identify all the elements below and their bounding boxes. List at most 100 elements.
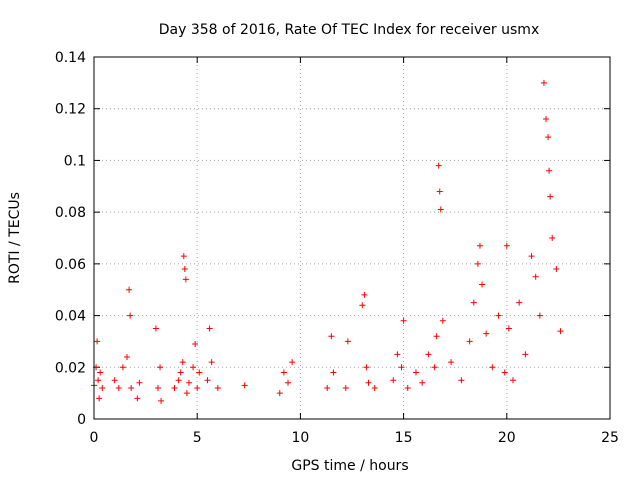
x-tick-label: 25 [601, 430, 619, 446]
data-point [483, 330, 490, 337]
data-point [398, 364, 405, 371]
data-point [557, 328, 564, 335]
data-point [437, 206, 444, 213]
data-point [285, 379, 292, 386]
data-point [342, 384, 349, 391]
data-point [431, 364, 438, 371]
data-point [136, 379, 143, 386]
y-tick-label: 0.08 [55, 205, 86, 221]
data-point [543, 116, 550, 123]
data-point [549, 235, 556, 241]
y-tick-label: 0.04 [55, 309, 86, 325]
data-point [474, 260, 481, 267]
data-point [119, 364, 126, 371]
data-points [91, 79, 564, 404]
data-point [425, 351, 432, 358]
y-tick-label: 0.12 [55, 102, 86, 118]
data-point [479, 281, 486, 288]
data-point [154, 384, 161, 391]
data-point [183, 390, 190, 397]
y-tick-label: 0.1 [64, 153, 86, 169]
data-point [476, 242, 483, 249]
data-point [365, 379, 372, 386]
data-point [126, 286, 133, 293]
data-point [95, 377, 102, 384]
data-point [192, 341, 199, 348]
data-point [404, 384, 411, 391]
data-point [439, 317, 446, 324]
data-point [152, 325, 159, 332]
data-point [289, 359, 296, 366]
data-point [158, 397, 165, 404]
x-tick-label: 10 [291, 430, 309, 446]
data-point [96, 395, 103, 402]
y-tick-label: 0.14 [55, 50, 86, 66]
data-point [501, 369, 508, 376]
y-tick-label: 0.06 [55, 257, 86, 273]
y-tick-label: 0 [77, 412, 86, 428]
data-point [532, 273, 539, 280]
data-point [436, 188, 443, 195]
data-point [495, 312, 502, 319]
data-point [196, 369, 203, 376]
data-point [182, 276, 189, 283]
x-tick-label: 0 [90, 430, 99, 446]
x-axis-label: GPS time / hours [291, 458, 408, 474]
data-point [540, 79, 547, 86]
x-tick-label: 20 [498, 430, 516, 446]
data-point [128, 384, 135, 391]
grid-lines [94, 57, 610, 419]
data-point [214, 384, 221, 391]
data-point [553, 266, 560, 273]
x-tick-label: 15 [395, 430, 413, 446]
data-point [328, 333, 335, 340]
data-point [344, 338, 351, 345]
y-tick-label: 0.02 [55, 360, 86, 376]
data-point [528, 253, 535, 260]
data-point [433, 333, 440, 340]
chart-title: Day 358 of 2016, Rate Of TEC Index for r… [159, 22, 539, 38]
plot-frame [93, 56, 611, 420]
data-point [204, 377, 211, 384]
data-point [400, 317, 407, 324]
data-point [516, 299, 523, 306]
data-point [94, 338, 101, 345]
data-point [330, 369, 337, 376]
data-point [177, 369, 184, 376]
data-point [241, 382, 248, 389]
data-point [522, 351, 529, 358]
data-point [208, 359, 215, 366]
data-point [157, 364, 164, 371]
data-point [194, 384, 201, 391]
data-point [361, 291, 368, 298]
data-point [127, 312, 134, 319]
data-point [546, 167, 553, 174]
data-point [509, 377, 516, 384]
data-point [181, 266, 188, 273]
data-point [180, 253, 187, 260]
data-point [185, 379, 192, 386]
x-tick-label: 5 [193, 430, 202, 446]
y-axis-label: ROTI / TECUs [7, 192, 23, 284]
data-point [324, 384, 331, 391]
data-point [419, 379, 426, 386]
data-point [206, 325, 213, 332]
data-point [390, 377, 397, 384]
data-point [280, 369, 287, 376]
data-point [412, 369, 419, 376]
data-point [545, 134, 552, 141]
data-point [466, 338, 473, 345]
data-point [97, 369, 104, 376]
data-point [134, 395, 141, 402]
data-point [458, 377, 465, 384]
data-point [99, 384, 106, 391]
data-point [503, 242, 510, 249]
data-point [489, 364, 496, 371]
data-point [359, 302, 366, 309]
data-point [371, 384, 378, 391]
data-point [394, 351, 401, 358]
data-point [179, 359, 186, 366]
data-point [115, 384, 122, 391]
data-point [111, 377, 118, 384]
